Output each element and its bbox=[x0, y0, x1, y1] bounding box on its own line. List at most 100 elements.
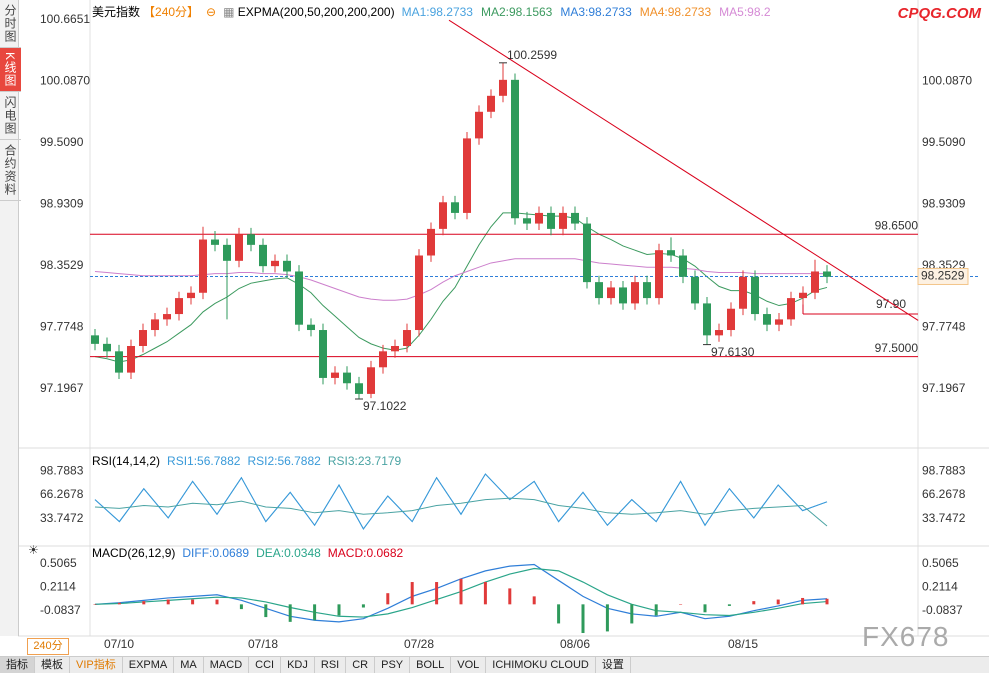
toolbar-item[interactable]: 模板 bbox=[35, 657, 70, 673]
ma-label: MA5:98.2 bbox=[719, 4, 771, 19]
toolbar-item[interactable]: MACD bbox=[204, 657, 250, 673]
candle-body bbox=[475, 111, 483, 139]
y-tick-label: 100.6651 bbox=[40, 12, 90, 26]
candle-body bbox=[619, 287, 627, 304]
toolbar-item[interactable]: MA bbox=[174, 657, 204, 673]
sidebar-tab[interactable]: 闪电图 bbox=[0, 92, 21, 141]
candle-body bbox=[427, 228, 435, 256]
toolbar-item[interactable]: KDJ bbox=[281, 657, 315, 673]
macd-bar bbox=[581, 604, 585, 634]
ma-labels: MA1:98.2733 MA2:98.1563 MA3:98.2733 MA4:98.… bbox=[402, 5, 771, 19]
toolbar-item[interactable]: CR bbox=[346, 657, 376, 673]
toolbar-item[interactable]: BOLL bbox=[410, 657, 452, 673]
y-tick-label-right: 0.2114 bbox=[922, 580, 958, 594]
macd-icon: ☀ bbox=[28, 543, 39, 557]
macd-bar bbox=[703, 604, 707, 613]
macd-bar bbox=[337, 604, 341, 616]
toolbar-item[interactable]: 指标 bbox=[0, 657, 35, 673]
y-tick-label: 97.1967 bbox=[40, 381, 84, 395]
candle-body bbox=[763, 314, 771, 325]
candle-body bbox=[787, 298, 795, 320]
period: 【240分】 bbox=[143, 5, 200, 19]
toolbar: 指标 模板 VIP指标 EXPMA MA MACD CCI KDJ RSI CR PSY BOLL VO… bbox=[0, 656, 989, 673]
y-tick-label: 99.5090 bbox=[40, 135, 84, 149]
level-label: 98.6500 bbox=[875, 218, 919, 232]
toolbar-item[interactable]: CCI bbox=[249, 657, 282, 673]
toolbar-item[interactable]: 设置 bbox=[596, 657, 631, 673]
ma-label: MA4:98.2733 bbox=[639, 4, 712, 19]
candle-body bbox=[295, 271, 303, 325]
macd-bar bbox=[630, 604, 634, 624]
y-tick-label-right: 99.5090 bbox=[922, 135, 966, 149]
indicator[interactable]: ▦ EXPMA(200,50,200,200,200) bbox=[223, 4, 395, 19]
sidebar-tab[interactable]: 合约资料 bbox=[0, 140, 21, 202]
candle-body bbox=[691, 276, 699, 304]
chart: ☀ 100.6651 100.0870 100.0870 99.5090 99.5090… bbox=[18, 0, 989, 651]
sidebar-tab[interactable]: K线图 bbox=[0, 48, 21, 93]
y-tick-label-right: 0.5065 bbox=[922, 556, 959, 570]
y-tick-label-right: 66.2678 bbox=[922, 487, 966, 501]
macd-bar bbox=[239, 604, 243, 610]
candle-body bbox=[811, 271, 819, 293]
trend-line bbox=[448, 19, 919, 321]
macd-bar bbox=[752, 601, 756, 605]
macd-bar bbox=[288, 604, 292, 622]
toolbar-item[interactable]: PSY bbox=[375, 657, 411, 673]
ma-line bbox=[94, 258, 827, 301]
candle-body bbox=[283, 260, 291, 272]
candle-body bbox=[319, 330, 327, 378]
candle-body bbox=[187, 292, 195, 299]
candle-body bbox=[547, 212, 555, 229]
zoom-icon[interactable]: ⊖ bbox=[206, 4, 217, 19]
toolbar-item[interactable]: ICHIMOKU CLOUD bbox=[486, 657, 596, 673]
y-tick-label-right: 97.1967 bbox=[922, 381, 966, 395]
candle-body bbox=[655, 250, 663, 299]
period-select[interactable]: 240分 bbox=[27, 638, 69, 655]
extreme-label: 97.6130 bbox=[711, 345, 755, 359]
candle-body bbox=[511, 79, 519, 219]
macd-bar bbox=[727, 604, 731, 606]
x-tick-label: 07/28 bbox=[404, 637, 434, 651]
candle-body bbox=[727, 308, 735, 331]
macd-bar bbox=[435, 582, 439, 605]
x-tick-label: 08/15 bbox=[728, 637, 758, 651]
macd-title: MACD(26,12,9) bbox=[92, 546, 176, 560]
candle-body bbox=[499, 79, 507, 96]
macd-bar bbox=[117, 602, 121, 605]
candle-body bbox=[391, 345, 399, 352]
candle-body bbox=[355, 383, 363, 394]
y-tick-label: -0.0837 bbox=[40, 603, 81, 617]
candle-body bbox=[775, 319, 783, 325]
candle-body bbox=[379, 351, 387, 368]
macd-bar bbox=[532, 596, 536, 605]
candle-body bbox=[643, 282, 651, 299]
macd-bar bbox=[508, 588, 512, 605]
legend-entry: RSI3:23.7179 bbox=[327, 454, 402, 468]
candle-body bbox=[679, 255, 687, 277]
macd-bar bbox=[410, 582, 414, 605]
legend-entry: DEA:0.0348 bbox=[256, 546, 321, 560]
watermark: FX678 bbox=[862, 621, 950, 652]
macd-bar bbox=[215, 599, 219, 605]
ma-label: MA3:98.2733 bbox=[560, 4, 632, 19]
candle-body bbox=[103, 343, 111, 352]
candle-body bbox=[559, 212, 567, 229]
sidebar-tab[interactable]: 分时图 bbox=[0, 0, 21, 48]
candle-body bbox=[403, 330, 411, 346]
toolbar-item[interactable]: VIP指标 bbox=[70, 657, 123, 673]
candle-body bbox=[139, 330, 147, 346]
macd-bar bbox=[166, 599, 170, 605]
candle-body bbox=[523, 218, 531, 224]
candle-body bbox=[223, 244, 231, 261]
macd-bar bbox=[459, 578, 463, 605]
candle-body bbox=[211, 239, 219, 245]
y-tick-label: 33.7472 bbox=[40, 511, 84, 525]
candle-body bbox=[739, 276, 747, 309]
toolbar-item[interactable]: EXPMA bbox=[123, 657, 175, 673]
macd-bar bbox=[191, 599, 195, 605]
candle-body bbox=[271, 260, 279, 267]
toolbar-item[interactable]: VOL bbox=[451, 657, 487, 673]
toolbar-item[interactable]: RSI bbox=[315, 657, 347, 673]
candle-body bbox=[583, 223, 591, 283]
macd-bar bbox=[386, 593, 390, 605]
